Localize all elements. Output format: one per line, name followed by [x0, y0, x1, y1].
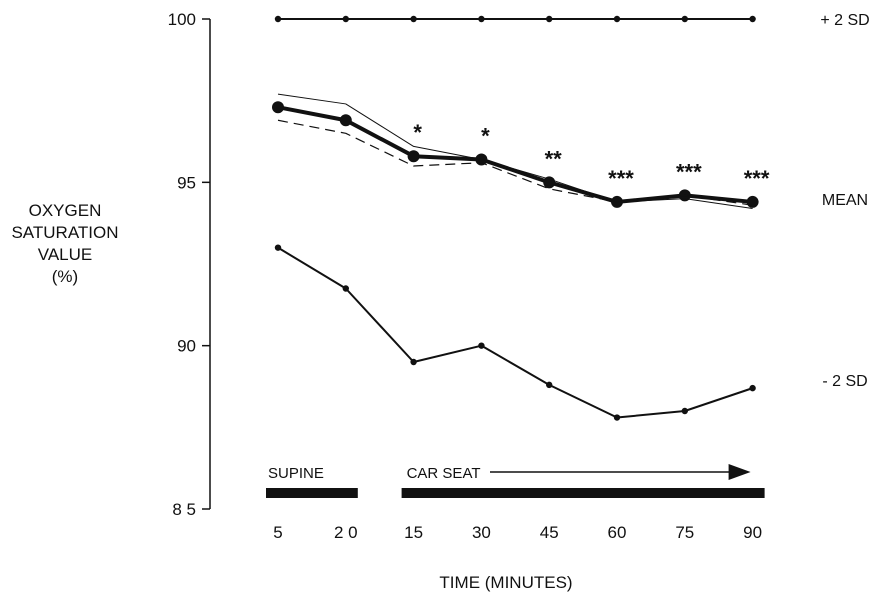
series-label: - 2 SD: [822, 373, 867, 390]
x-tick-label: 45: [540, 523, 559, 542]
data-point: [339, 114, 352, 127]
series-line-2-sd: [277, 246, 753, 419]
y-tick-label: 90: [177, 337, 196, 356]
phase-bar: [266, 488, 358, 498]
data-point: [543, 176, 556, 189]
data-point: [613, 414, 621, 421]
data-point: [410, 358, 417, 366]
x-axis-title: TIME (MINUTES): [439, 573, 572, 592]
y-axis-title-line: SATURATION: [11, 223, 118, 242]
significance-marker: ***: [676, 159, 702, 184]
labels: TIME (MINUTES) OXYGEN SATURATION VALUE (%) + …: [11, 12, 869, 592]
significance-marker: ***: [608, 166, 634, 191]
series-label: MEAN: [822, 192, 868, 209]
data-point: [746, 195, 759, 208]
y-axis-title-line: VALUE: [38, 245, 93, 264]
data-point: [749, 15, 756, 23]
data-point: [546, 381, 553, 389]
phase-label: SUPINE: [268, 465, 324, 482]
y-axis-title-line: (%): [52, 267, 78, 286]
significance-marker: ***: [744, 166, 770, 191]
data-point: [478, 15, 485, 23]
data-point: [613, 15, 621, 23]
data-point: [272, 101, 284, 114]
phase-bars: SUPINE CAR SEAT: [266, 464, 765, 498]
series-layer: [272, 15, 759, 421]
series-label: + 2 SD: [820, 12, 869, 29]
significance-marker: *: [413, 120, 422, 145]
series-line-3: [277, 119, 753, 206]
data-point: [749, 384, 756, 392]
significance-marker: *: [481, 123, 490, 148]
x-tick-label: 2 0: [334, 523, 358, 542]
x-tick-label: 75: [675, 523, 694, 542]
y-tick-label: 100: [168, 10, 196, 29]
x-tick-label: 90: [743, 523, 762, 542]
data-point: [407, 150, 420, 163]
data-point: [410, 15, 417, 23]
data-point: [342, 285, 349, 292]
phase-arrow-head: [728, 464, 751, 480]
data-point: [274, 15, 282, 23]
data-point: [681, 407, 688, 415]
data-point: [274, 244, 282, 251]
significance-marker: **: [545, 146, 563, 171]
x-tick-label: 30: [472, 523, 491, 542]
y-axis-title-line: OXYGEN: [29, 201, 102, 220]
x-tick-label: 5: [273, 523, 282, 542]
x-tick-label: 60: [608, 523, 627, 542]
data-point: [342, 15, 349, 23]
phase-bar: [401, 488, 765, 498]
y-tick-label: 8 5: [172, 500, 196, 519]
data-point: [478, 342, 485, 349]
data-point: [546, 15, 553, 23]
y-tick-label: 95: [177, 173, 196, 192]
data-point: [681, 15, 688, 23]
series-line-mean: [277, 105, 753, 204]
axes: 100 95 90 8 5 5 2 0 15 30 45 60 75 90: [168, 10, 762, 542]
series-line-2: [277, 93, 753, 209]
x-tick-label: 15: [404, 523, 423, 542]
phase-label: CAR SEAT: [407, 465, 481, 482]
